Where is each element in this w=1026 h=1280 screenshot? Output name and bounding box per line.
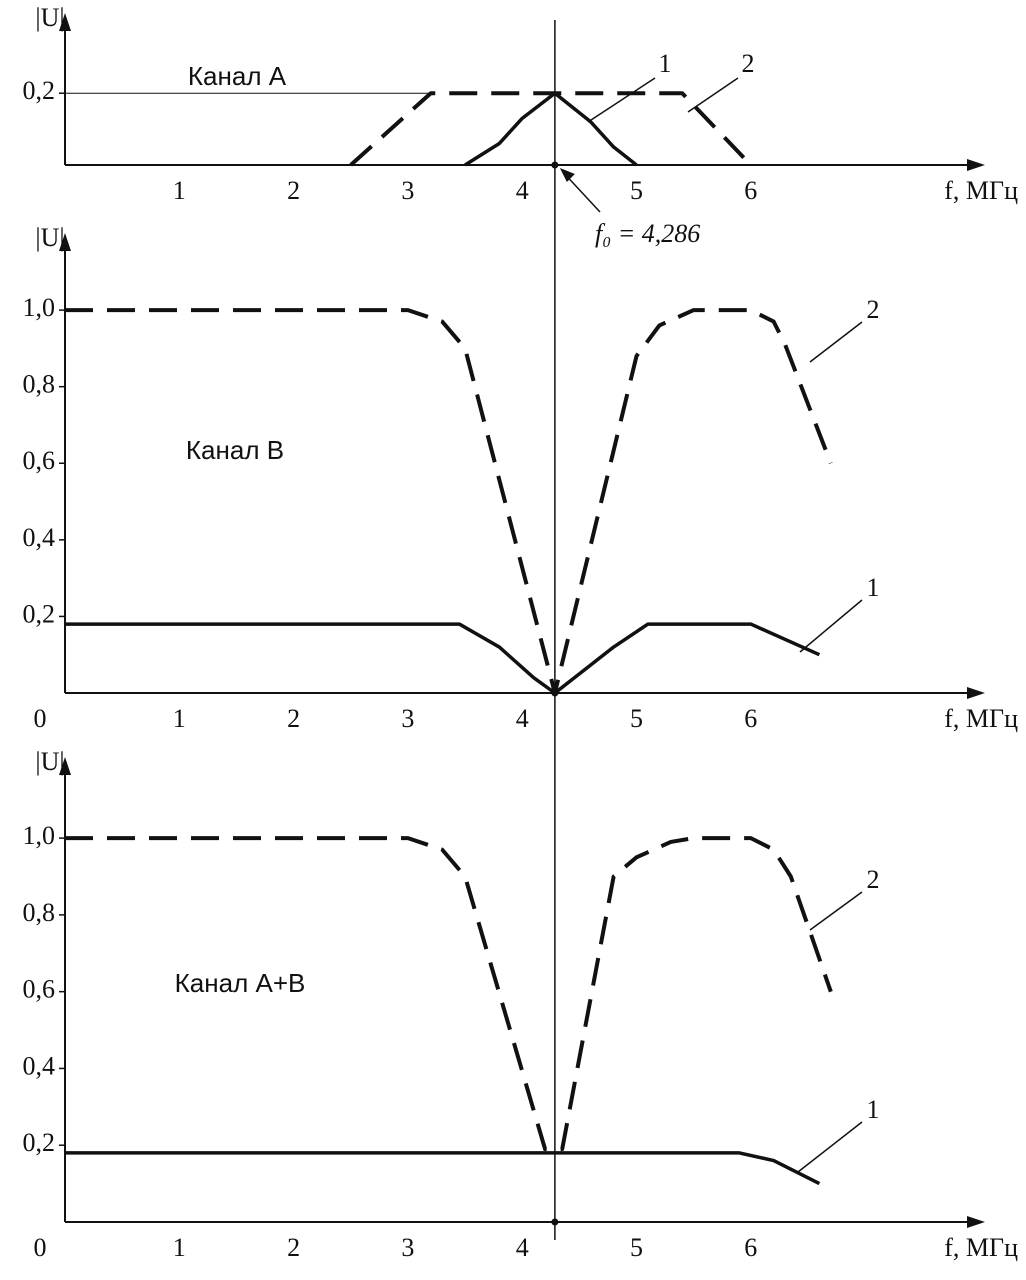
x-axis-arrow <box>967 159 985 171</box>
x-axis-label: f, МГц <box>944 1233 1018 1262</box>
y-tick-label: 0,2 <box>23 599 56 628</box>
leader-line <box>687 77 739 113</box>
f0-annotation: f₀ = 4,286 <box>595 219 700 248</box>
x-tick-label: 5 <box>630 176 643 205</box>
y-axis-arrow <box>59 233 71 251</box>
y-axis-arrow <box>59 13 71 31</box>
y-tick-label: 0,4 <box>23 523 56 552</box>
x-tick-label: 5 <box>630 1233 643 1262</box>
x-axis-arrow <box>967 687 985 699</box>
panel-title: Канал В <box>186 435 284 465</box>
x-tick-label: 5 <box>630 704 643 733</box>
series-label: 1 <box>867 1095 880 1124</box>
x-tick-label: 2 <box>287 704 300 733</box>
x-tick-label: 3 <box>401 176 414 205</box>
x-tick-label: 0 <box>34 1233 47 1262</box>
x-tick-label: 1 <box>173 176 186 205</box>
x-tick-label: 1 <box>173 704 186 733</box>
series-line <box>464 91 638 167</box>
panel-title: Канал А+В <box>175 968 306 998</box>
y-tick-label: 0,8 <box>23 370 56 399</box>
leader-line <box>809 321 863 363</box>
f0-dot <box>551 689 559 697</box>
series-label: 2 <box>742 49 755 78</box>
y-axis-label: |U| <box>35 223 64 252</box>
x-axis-arrow <box>967 1216 985 1228</box>
leader-line <box>809 891 863 931</box>
y-tick-label: 0,2 <box>23 76 56 105</box>
y-axis-label: |U| <box>35 747 64 776</box>
f0-dot <box>551 1218 559 1226</box>
x-tick-label: 0 <box>34 704 47 733</box>
x-tick-label: 4 <box>516 704 529 733</box>
series-line <box>65 308 833 695</box>
x-tick-label: 4 <box>516 176 529 205</box>
y-tick-label: 1,0 <box>23 293 56 322</box>
x-tick-label: 4 <box>516 1233 529 1262</box>
series-label: 2 <box>867 865 880 894</box>
y-axis-arrow <box>59 757 71 775</box>
leader-line <box>797 1121 863 1173</box>
x-tick-label: 3 <box>401 704 414 733</box>
y-tick-label: 0,4 <box>23 1051 56 1080</box>
x-tick-label: 6 <box>744 704 757 733</box>
y-tick-label: 0,6 <box>23 446 56 475</box>
series-label: 2 <box>867 295 880 324</box>
series-line <box>349 91 753 167</box>
x-axis-label: f, МГц <box>944 704 1018 733</box>
series-line <box>65 836 833 1152</box>
x-tick-label: 1 <box>173 1233 186 1262</box>
series-line <box>65 1151 821 1186</box>
x-tick-label: 6 <box>744 1233 757 1262</box>
x-tick-label: 2 <box>287 176 300 205</box>
y-axis-label: |U| <box>35 3 64 32</box>
x-tick-label: 3 <box>401 1233 414 1262</box>
series-label: 1 <box>659 49 672 78</box>
y-tick-label: 0,6 <box>23 975 56 1004</box>
leader-line <box>587 77 656 123</box>
f0-dot <box>551 161 559 169</box>
y-tick-label: 0,8 <box>23 898 56 927</box>
x-tick-label: 2 <box>287 1233 300 1262</box>
y-tick-label: 0,2 <box>23 1128 56 1157</box>
series-line <box>65 622 821 695</box>
x-tick-label: 6 <box>744 176 757 205</box>
f0-arrow-head <box>559 168 575 182</box>
leader-line <box>799 599 863 653</box>
panel-title: Канал А <box>188 61 287 91</box>
y-tick-label: 1,0 <box>23 821 56 850</box>
series-label: 1 <box>867 573 880 602</box>
x-axis-label: f, МГц <box>944 176 1018 205</box>
